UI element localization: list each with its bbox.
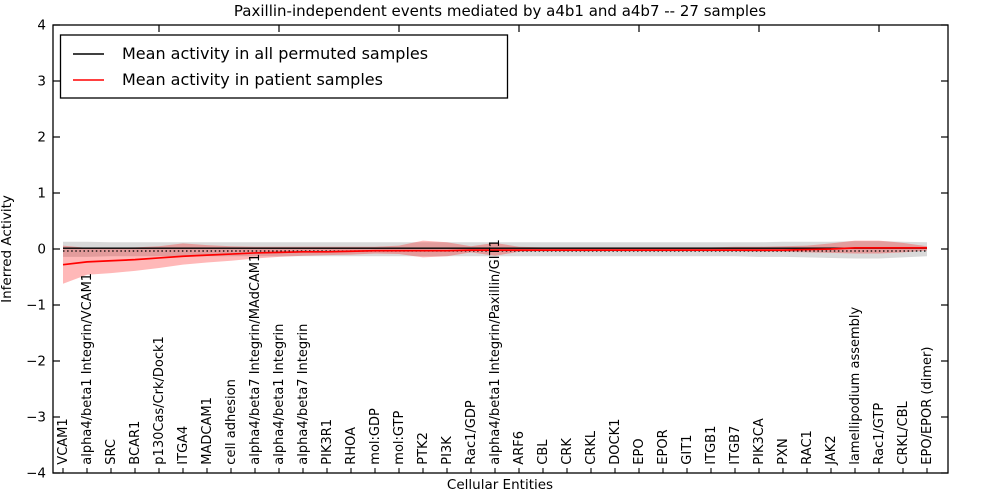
x-tick-label: CBL [536,439,551,465]
x-tick-label: ITGA4 [176,426,191,465]
x-tick-label: alpha4/beta1 Integrin/VCAM1 [80,273,95,465]
x-tick-label: mol:GDP [368,408,383,465]
x-tick-label: MADCAM1 [200,397,215,465]
x-tick-label: SRC [104,439,119,465]
patient-mean-line [62,247,927,266]
x-tick-label: Rac1/GDP [464,400,479,465]
x-tick-label: alpha4/beta7 Integrin [296,324,311,465]
legend-label-patient-samples: Mean activity in patient samples [122,70,383,89]
x-tick-label: Rac1/GTP [872,403,887,465]
y-tick-label: 3 [37,74,46,90]
y-tick-label: 1 [37,186,46,202]
x-tick-label: cell adhesion [224,379,239,465]
x-tick-label: CRKL/CBL [896,400,911,464]
x-tick-label: mol:GTP [392,411,407,465]
legend-box [59,34,509,99]
x-tick-label: alpha4/beta1 Integrin/Paxillin/GIT1 [488,239,503,465]
x-tick-label: EPO/EPOR (dimer) [920,347,935,465]
y-tick-label: 4 [37,18,46,34]
patient-confidence-band [63,240,927,284]
y-tick-label: 2 [37,130,46,146]
legend-label-permuted-samples: Mean activity in all permuted samples [122,44,428,63]
y-tick-label: −4 [26,466,46,482]
x-tick-label: ARF6 [512,431,527,465]
chart-title: Paxillin-independent events mediated by … [234,2,766,20]
x-tick-label: PI3K [440,436,455,465]
x-tick-label: PTK2 [416,432,431,465]
x-tick-label: alpha4/beta1 Integrin [272,324,287,465]
x-tick-label: CRKL [584,430,599,465]
x-tick-label: GIT1 [680,435,695,465]
x-tick-label: PIK3CA [752,418,767,465]
legend: Mean activity in all permuted samples Me… [59,34,509,99]
x-tick-label: BCAR1 [128,421,143,465]
x-tick-label: JAK2 [824,435,839,465]
y-axis-label: Inferred Activity [0,195,15,303]
x-axis-label: Cellular Entities [447,477,553,493]
x-tick-label: VCAM1 [56,418,71,464]
x-tick-label: lamellipodium assembly [848,306,863,464]
x-tick-label: p130Cas/Crk/Dock1 [152,336,167,465]
x-tick-label: DOCK1 [608,419,623,465]
y-tick-label: −1 [26,298,46,314]
x-tick-label: PIK3R1 [320,419,335,465]
x-tick-label: EPO [632,438,647,464]
y-tick-label: −2 [26,354,46,370]
x-tick-label: EPOR [656,429,671,464]
x-tick-label: alpha4/beta7 Integrin/MAdCAM1 [248,254,263,465]
x-tick-label: PXN [776,438,791,464]
y-tick-label: −3 [26,410,46,426]
y-tick-label: 0 [37,242,46,258]
x-tick-label: CRK [560,438,575,465]
x-tick-label: ITGB1 [704,426,719,465]
x-tick-label: RHOA [344,427,359,465]
x-tick-label: RAC1 [800,430,815,465]
x-tick-label: ITGB7 [728,426,743,465]
chart-generated-content: 4 3 2 1 0 −1 −2 −3 −4 VCAM1 alpha4/beta1 Integrin/… [26,18,949,482]
